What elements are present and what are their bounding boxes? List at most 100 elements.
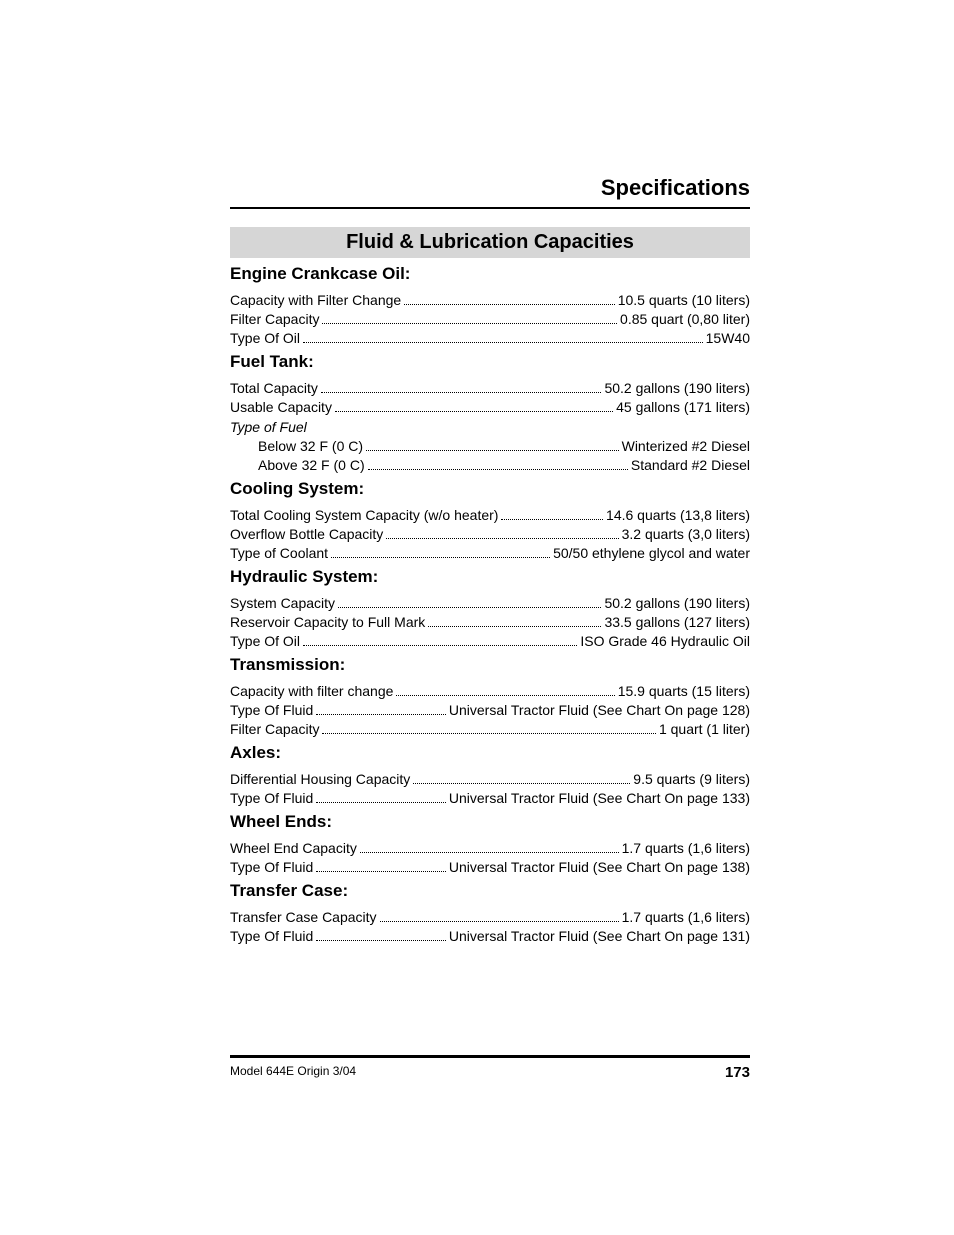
spec-dots [404,293,615,305]
spec-label: Type Of Fluid [230,790,313,806]
spec-value: Universal Tractor Fluid (See Chart On pa… [449,928,750,944]
spec-dots [321,381,602,393]
spec-label: Wheel End Capacity [230,840,357,856]
spec-value: Winterized #2 Diesel [622,438,750,454]
spec-row: Above 32 F (0 C)Standard #2 Diesel [258,457,750,473]
spec-dots [413,772,630,784]
spec-label: Type Of Fluid [230,928,313,944]
band-title: Fluid & Lubrication Capacities [230,227,750,258]
spec-label: Capacity with Filter Change [230,292,401,308]
spec-label: Type Of Fluid [230,859,313,875]
spec-value: 45 gallons (171 liters) [616,399,750,415]
spec-dots [335,400,613,412]
spec-dots [316,703,446,715]
spec-dots [380,910,619,922]
spec-label: System Capacity [230,595,335,611]
spec-row: Reservoir Capacity to Full Mark 33.5 gall… [230,614,750,630]
footer-page-number: 173 [725,1064,750,1081]
spec-label: Transfer Case Capacity [230,909,377,925]
spec-label: Below 32 F (0 C) [258,438,363,454]
spec-row: Overflow Bottle Capacity 3.2 quarts (3,0 … [230,526,750,542]
spec-row: Total Capacity 50.2 gallons (190 liters) [230,380,750,396]
spec-row: Type Of Oil 15W40 [230,330,750,346]
spec-value: 33.5 gallons (127 liters) [604,614,750,630]
spec-value: 0.85 quart (0,80 liter) [620,311,750,327]
spec-value: 1.7 quarts (1,6 liters) [622,840,750,856]
spec-value: 14.6 quarts (13,8 liters) [606,507,750,523]
spec-row: Type of Coolant 50/50 ethylene glycol and… [230,545,750,561]
spec-dots [303,634,577,646]
spec-dots [368,458,628,470]
spec-label: Type of Coolant [230,545,328,561]
spec-value: Universal Tractor Fluid (See Chart On pa… [449,702,750,718]
spec-label: Reservoir Capacity to Full Mark [230,614,425,630]
spec-row: Type Of Oil ISO Grade 46 Hydraulic Oil [230,633,750,649]
spec-row: Differential Housing Capacity 9.5 quarts … [230,771,750,787]
footer-model: Model 644E Origin 3/04 [230,1064,356,1081]
spec-value: ISO Grade 46 Hydraulic Oil [580,633,750,649]
spec-dots [322,722,655,734]
spec-row: Transfer Case Capacity 1.7 quarts (1,6 li… [230,909,750,925]
spec-row: Capacity with filter change 15.9 quarts (… [230,683,750,699]
section-heading: Cooling System: [230,479,750,499]
spec-row: Filter Capacity 1 quart (1 liter) [230,721,750,737]
spec-row: Type Of Fluid Universal Tractor Fluid (Se… [230,702,750,718]
spec-row: Wheel End Capacity 1.7 quarts (1,6 liters… [230,840,750,856]
spec-dots [316,929,446,941]
section-heading: Engine Crankcase Oil: [230,264,750,284]
footer-line: Model 644E Origin 3/04 173 [230,1064,750,1081]
spec-row: Usable Capacity 45 gallons (171 liters) [230,399,750,415]
spec-value: 15.9 quarts (15 liters) [618,683,750,699]
section-heading: Transmission: [230,655,750,675]
spec-label: Differential Housing Capacity [230,771,410,787]
page-footer: Model 644E Origin 3/04 173 [230,1055,750,1081]
spec-dots [428,615,601,627]
spec-label: Filter Capacity [230,311,319,327]
spec-label: Usable Capacity [230,399,332,415]
section-heading: Hydraulic System: [230,567,750,587]
spec-row: Total Cooling System Capacity (w/o heate… [230,507,750,523]
spec-dots [386,527,618,539]
spec-value: 50/50 ethylene glycol and water [553,545,750,561]
spec-label: Overflow Bottle Capacity [230,526,383,542]
spec-value: 3.2 quarts (3,0 liters) [622,526,750,542]
spec-value: 50.2 gallons (190 liters) [604,595,750,611]
spec-row: Below 32 F (0 C) Winterized #2 Diesel [258,438,750,454]
spec-row: Filter Capacity 0.85 quart (0,80 liter) [230,311,750,327]
spec-value: 9.5 quarts (9 liters) [633,771,750,787]
section-heading: Transfer Case: [230,881,750,901]
section-heading: Axles: [230,743,750,763]
spec-value: 15W40 [706,330,750,346]
spec-row: Type Of Fluid Universal Tractor Fluid (Se… [230,859,750,875]
spec-label: Capacity with filter change [230,683,393,699]
spec-value: 1 quart (1 liter) [659,721,750,737]
spec-label: Total Capacity [230,380,318,396]
spec-value: 50.2 gallons (190 liters) [604,380,750,396]
spec-row: Type Of Fluid Universal Tractor Fluid (Se… [230,928,750,944]
spec-value: 10.5 quarts (10 liters) [618,292,750,308]
spec-row: System Capacity 50.2 gallons (190 liters) [230,595,750,611]
spec-label: Total Cooling System Capacity (w/o heate… [230,507,498,523]
header-title: Specifications [230,175,750,209]
spec-dots [316,860,446,872]
spec-label: Type Of Oil [230,330,300,346]
spec-row: Capacity with Filter Change 10.5 quarts (… [230,292,750,308]
spec-row: Type Of Fluid Universal Tractor Fluid (Se… [230,790,750,806]
spec-value: 1.7 quarts (1,6 liters) [622,909,750,925]
spec-value: Universal Tractor Fluid (See Chart On pa… [449,859,750,875]
page-content: Specifications Fluid & Lubrication Capac… [230,175,750,947]
section-heading: Fuel Tank: [230,352,750,372]
spec-dots [501,508,603,520]
sub-heading: Type of Fuel [230,419,750,435]
spec-label: Above 32 F (0 C) [258,457,365,473]
spec-value: Universal Tractor Fluid (See Chart On pa… [449,790,750,806]
spec-label: Type Of Fluid [230,702,313,718]
spec-label: Type Of Oil [230,633,300,649]
spec-label: Filter Capacity [230,721,319,737]
spec-dots [360,841,619,853]
spec-dots [316,791,446,803]
spec-dots [396,684,614,696]
spec-dots [338,596,601,608]
section-heading: Wheel Ends: [230,812,750,832]
footer-rule [230,1055,750,1058]
